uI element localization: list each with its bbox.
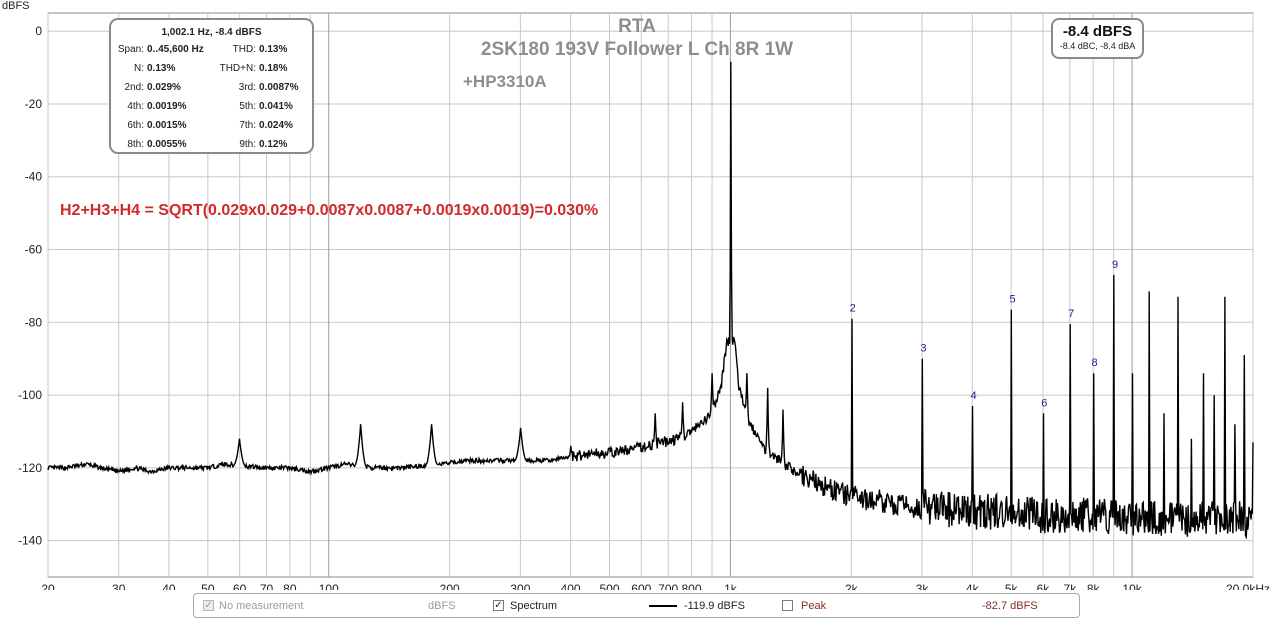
distortion-row: 8th: 0.0055% 9th: 0.12% xyxy=(111,139,312,155)
harmonic-label: 9 xyxy=(1112,259,1118,271)
x-tick-label: 100 xyxy=(319,582,339,590)
y-tick-labels: 0 -20 -40 -60 -80 -100 -120 -140 xyxy=(18,24,42,547)
harmonic-label: 5 xyxy=(1009,294,1015,306)
harmonic-label: 6 xyxy=(1041,397,1047,409)
y-tick-label: -20 xyxy=(25,97,43,111)
x-tick-label: 30 xyxy=(112,582,126,590)
distortion-label: 2nd: xyxy=(124,82,144,93)
x-tick-label: 800 xyxy=(681,582,701,590)
y-tick-label: -100 xyxy=(18,388,42,402)
x-tick-label: 4k xyxy=(966,582,980,590)
y-tick-label: 0 xyxy=(35,24,42,38)
y-axis-label: dBFS xyxy=(2,0,30,12)
x-tick-label: 200 xyxy=(440,582,460,590)
harmonic-labels: 2 3 4 5 6 7 8 9 xyxy=(850,259,1118,409)
x-tick-label: 50 xyxy=(201,582,215,590)
x-tick-label: 1k xyxy=(724,582,738,590)
y-tick-label: -40 xyxy=(25,170,43,184)
peak-label: Peak xyxy=(801,600,827,612)
distortion-value: 0.13% xyxy=(147,63,176,74)
spectrum-line xyxy=(47,61,1254,540)
x-tick-label: 500 xyxy=(599,582,619,590)
x-tick-label: 2k xyxy=(845,582,859,590)
distortion-value: 0.041% xyxy=(259,101,293,112)
x-tick-label: 70 xyxy=(260,582,274,590)
distortion-row: 2nd: 0.029% 3rd: 0.0087% xyxy=(111,82,312,98)
x-tick-label: 7k xyxy=(1064,582,1078,590)
distortion-label: 5th: xyxy=(239,101,256,112)
spectrum-value: -119.9 dBFS xyxy=(684,600,745,612)
distortion-label: 6th: xyxy=(127,120,144,131)
no-measurement-checkbox[interactable]: ✓ xyxy=(203,600,214,611)
x-tick-label: 40 xyxy=(162,582,176,590)
distortion-row: N: 0.13% THD+N: 0.18% xyxy=(111,63,312,79)
harmonic-label: 4 xyxy=(971,390,977,402)
no-measurement-label: No measurement xyxy=(219,600,304,612)
harmonic-label: 7 xyxy=(1068,308,1074,320)
spectrum-checkbox[interactable]: ✓ xyxy=(493,600,504,611)
peak-value: -82.7 dBFS xyxy=(982,600,1038,612)
y-tick-label: -80 xyxy=(25,315,43,329)
distortion-value: 0.0015% xyxy=(147,120,187,131)
distortion-value: 0.12% xyxy=(259,139,288,150)
x-tick-label: 8k xyxy=(1087,582,1101,590)
distortion-header: 1,002.1 Hz, -8.4 dBFS xyxy=(161,27,262,38)
chart-subtitle: 2SK180 193V Follower L Ch 8R 1W xyxy=(481,39,793,60)
spectrum-trace xyxy=(47,61,1254,540)
harmonic-label: 3 xyxy=(920,343,926,355)
distortion-label: 8th: xyxy=(127,139,144,150)
distortion-label: Span: xyxy=(117,44,144,55)
y-tick-label: -120 xyxy=(18,461,42,475)
distortion-value: 0.0087% xyxy=(259,82,299,93)
distortion-row: Span: 0..45,600 Hz THD: 0.13% xyxy=(111,44,312,60)
harmonic-label: 8 xyxy=(1091,357,1097,369)
x-tick-label: 400 xyxy=(561,582,581,590)
x-tick-label: 20 xyxy=(41,582,55,590)
distortion-label: N: xyxy=(134,63,144,74)
x-tick-label: 6k xyxy=(1037,582,1051,590)
distortion-value: 0.029% xyxy=(147,82,181,93)
distortion-value: 0.0019% xyxy=(147,101,187,112)
spectrum-label: Spectrum xyxy=(510,600,558,612)
distortion-label: THD+N: xyxy=(219,63,256,74)
distortion-value: 0.18% xyxy=(259,63,288,74)
distortion-label: 9th: xyxy=(239,139,256,150)
peak-checkbox[interactable] xyxy=(782,600,793,611)
x-tick-label: 600 xyxy=(631,582,651,590)
x-tick-label: 3k xyxy=(916,582,930,590)
distortion-value: 0..45,600 Hz xyxy=(147,44,204,55)
distortion-label: THD: xyxy=(232,44,256,55)
chart-title: RTA xyxy=(618,16,656,37)
distortion-label: 7th: xyxy=(239,120,256,131)
distortion-value: 0.024% xyxy=(259,120,293,131)
level-readout: -8.4 dBFS -8.4 dBC, -8.4 dBA xyxy=(1051,18,1144,59)
y-tick-label: -60 xyxy=(25,243,43,257)
legend-bar: ✓ No measurement dBFS ✓ Spectrum -119.9 … xyxy=(193,593,1080,618)
distortion-row: 6th: 0.0015% 7th: 0.024% xyxy=(111,120,312,136)
x-tick-label: 300 xyxy=(510,582,530,590)
x-tick-label: 20.0kHz xyxy=(1226,582,1270,590)
x-tick-label: 60 xyxy=(233,582,247,590)
y-tick-label: -140 xyxy=(18,534,42,548)
distortion-label: 4th: xyxy=(127,101,144,112)
x-tick-label: 700 xyxy=(658,582,678,590)
x-tick-labels: 20 30 40 50 60 70 80 100 200 300 400 500 600 700 800 1k… xyxy=(41,582,1270,590)
distortion-row: 4th: 0.0019% 5th: 0.041% xyxy=(111,101,312,117)
chart-subtitle-2: +HP3310A xyxy=(463,72,547,91)
no-measurement-unit: dBFS xyxy=(428,600,456,612)
x-tick-label: 10k xyxy=(1122,582,1142,590)
level-weighted: -8.4 dBC, -8.4 dBA xyxy=(1059,41,1136,51)
distortion-value: 0.13% xyxy=(259,44,288,55)
spectrum-line-swatch xyxy=(649,605,677,607)
x-tick-label: 80 xyxy=(283,582,297,590)
distortion-panel: 1,002.1 Hz, -8.4 dBFS Span: 0..45,600 Hz T… xyxy=(109,18,314,154)
thd-formula-annotation: H2+H3+H4 = SQRT(0.029x0.029+0.0087x0.008… xyxy=(60,202,598,219)
level-main: -8.4 dBFS xyxy=(1062,23,1133,40)
x-tick-label: 5k xyxy=(1005,582,1019,590)
harmonic-label: 2 xyxy=(850,303,856,315)
distortion-label: 3rd: xyxy=(238,82,256,93)
distortion-value: 0.0055% xyxy=(147,139,187,150)
